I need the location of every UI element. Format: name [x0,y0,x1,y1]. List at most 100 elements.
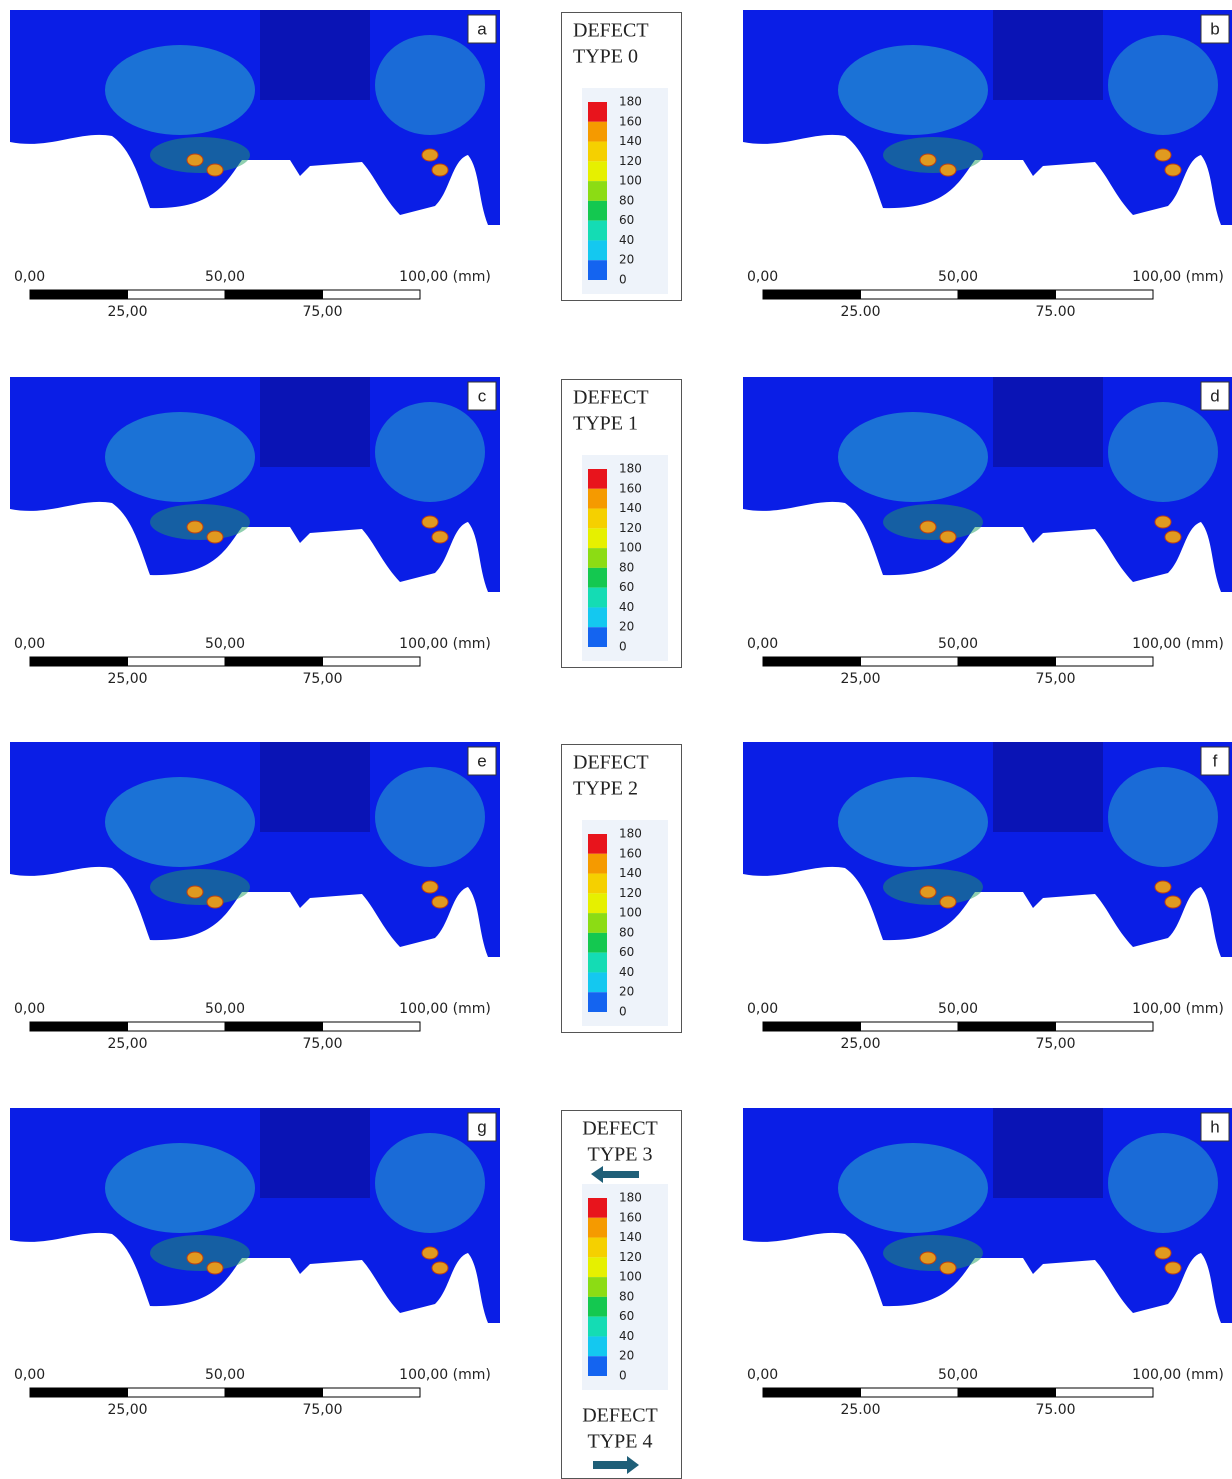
scale-segment [957,1387,1056,1398]
stress-zone [838,777,988,867]
colorbar-label: 160 [619,114,642,128]
color-swatch [588,161,607,182]
dark-region [260,10,370,100]
color-swatch [588,181,607,201]
colorbar-label: 180 [619,827,642,841]
colorbar-label: 100 [619,174,642,188]
scale-label: 50,00 [205,636,245,652]
color-swatch [588,1356,607,1376]
color-swatch [588,200,607,221]
implant [939,163,957,177]
colorbar-label: 80 [619,1289,634,1303]
arrow-left [591,1166,639,1183]
panel-label: a [477,19,487,38]
implant [421,1246,439,1260]
color-swatch [588,508,607,529]
scale-label: 50,00 [938,1001,978,1017]
implant [1154,1246,1172,1260]
colorbar-label: 120 [619,1250,642,1264]
implant [939,1261,957,1275]
colorbar-label: 20 [619,253,634,267]
colorbar-label: 0 [619,1369,627,1383]
scale-segment [29,656,128,667]
scale-segment [762,656,861,667]
scale-segment [322,289,421,300]
scale-label: 50,00 [205,1367,245,1383]
legend: DEFECT TYPE 0 180 160 140 120 100 80 60 40 20 0 [561,12,682,301]
colorbar-label: 180 [619,95,642,109]
arrow-right [593,1456,639,1474]
scale-segment [224,1387,323,1398]
scale-label: 0,00 [14,1001,45,1017]
stress-zone [1108,35,1218,135]
colorbar-label: 60 [619,580,634,594]
scale-segment [224,1021,323,1032]
implant [919,520,937,534]
legend-title: DEFECT [573,20,649,42]
dark-region [993,377,1103,467]
colorbar-label: 20 [619,1349,634,1363]
color-swatch [588,972,607,993]
implant [186,885,204,899]
colorbar-label: 140 [619,134,642,148]
legend-title: TYPE 3 [588,1144,653,1166]
scale-segment [860,289,959,300]
color-swatch [588,587,607,608]
color-swatch [588,469,607,489]
panel-label: g [477,1117,486,1136]
panel-label-box [467,746,497,776]
dark-region [260,742,370,832]
scale-label: 75,00 [302,1402,342,1418]
colorbar-label: 180 [619,462,642,476]
color-swatch [588,834,607,854]
scale-segment [957,289,1056,300]
scale-segment [29,1021,128,1032]
panel-label: c [478,386,487,405]
color-swatch [588,1237,607,1258]
implant [421,515,439,529]
color-swatch [588,567,607,588]
panel-label-box [1200,1112,1230,1142]
scale-label: 50,00 [938,636,978,652]
panel: e 0,00 50,00 100,00 (mm) 25,00 75,00 [10,742,500,1052]
color-swatch [588,992,607,1012]
color-swatch [588,1296,607,1317]
implant [186,520,204,534]
scale-label: 25,00 [840,1036,880,1052]
colorbar-label: 100 [619,906,642,920]
implant [206,163,224,177]
color-swatch [588,102,607,122]
scale-label: 50,00 [938,269,978,285]
implant [186,1251,204,1265]
panel-label-box [1200,746,1230,776]
implant [1154,148,1172,162]
implant [186,153,204,167]
scale-label: 75,00 [302,1036,342,1052]
colorbar-label: 0 [619,1005,627,1019]
scale-label: 0,00 [14,636,45,652]
scale-segment [127,289,226,300]
scale-segment [224,289,323,300]
color-swatch [588,220,607,241]
color-swatch [588,1277,607,1297]
stress-zone [105,1143,255,1233]
implant [919,153,937,167]
panel-label: d [1210,386,1219,405]
scale-segment [29,289,128,300]
color-swatch [588,260,607,280]
scale-label: 25,00 [107,304,147,320]
implant [1154,880,1172,894]
panel-label-box [1200,381,1230,411]
color-swatch [588,1198,607,1218]
colorbar-label: 20 [619,620,634,634]
legend-title: TYPE 2 [573,778,638,800]
implant [431,530,449,544]
scale-label: 25,00 [107,1036,147,1052]
colorbar-label: 0 [619,640,627,654]
colorbar-label: 140 [619,866,642,880]
legend-title: DEFECT [582,1118,658,1140]
panel-label: f [1213,751,1218,770]
scale-label: 75.00 [1035,1402,1075,1418]
stress-zone [1108,1133,1218,1233]
stress-zone [375,1133,485,1233]
